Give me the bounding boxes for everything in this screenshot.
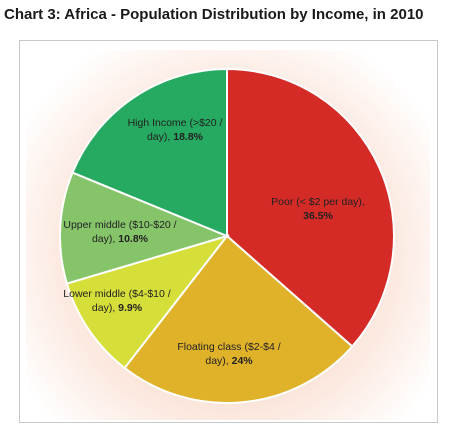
slice-label-line2: day), 18.8% [147,131,204,143]
pie-slice-poor [226,67,395,348]
slice-label-line1: High Income (>$20 / [128,117,223,129]
slice-value-label: 24% [232,355,254,367]
slice-label-floating-class: Floating class ($2-$4 / day), 24% [177,341,280,367]
slice-value-label: 36.5% [303,210,333,222]
slice-label-line2: day), 24% [205,355,253,367]
pie-slice-floating-class [123,234,354,404]
slice-label-line1: Poor (< $2 per day), [271,196,365,208]
pie-slice-upper-middle [59,171,231,285]
slice-label-line2: day), 10.8% [92,233,149,245]
slice-value-label: 18.8% [173,131,203,143]
slice-label-upper-middle: Upper middle ($10-$20 / day), 10.8% [63,219,176,245]
slice-value-label: 10.8% [118,233,148,245]
slice-label-poor: Poor (< $2 per day), 36.5% [271,196,365,222]
slice-label-line2: 36.5% [303,210,333,222]
slice-label-line1: Floating class ($2-$4 / [177,341,280,353]
pie-slice-lower-middle [65,234,230,370]
slice-label-high-income: High Income (>$20 / day), 18.8% [128,117,223,143]
chart-title: Chart 3: Africa - Population Distributio… [4,6,424,23]
slice-value-label: 9.9% [118,302,143,314]
slice-label-line2: day), 9.9% [92,302,143,314]
slice-label-lower-middle: Lower middle ($4-$10 / day), 9.9% [63,288,170,314]
pie-slice-high-income [71,67,228,238]
slice-label-line1: Lower middle ($4-$10 / [63,288,170,300]
slice-label-line1: Upper middle ($10-$20 / [63,219,176,231]
